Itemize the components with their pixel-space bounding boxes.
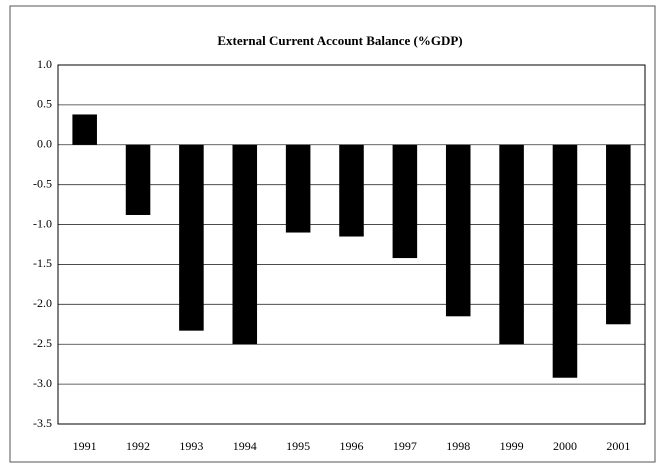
bar [285, 144, 311, 233]
bar [179, 144, 204, 331]
x-tick-label: 2000 [553, 439, 577, 453]
y-tick-label: -2.5 [33, 336, 52, 350]
bar [445, 144, 471, 317]
plot-area [57, 64, 646, 425]
y-tick-label: -1.0 [33, 216, 52, 230]
y-tick-label: -2.0 [33, 296, 52, 310]
bar [232, 144, 258, 345]
y-tick-label: -3.5 [33, 416, 52, 430]
x-tick-label: 1991 [73, 439, 97, 453]
chart-frame [9, 5, 656, 463]
y-tick-label: -0.5 [33, 176, 52, 190]
bar [552, 144, 578, 378]
x-tick-label: 1998 [446, 439, 470, 453]
bar [339, 144, 364, 237]
bar [392, 144, 418, 259]
x-tick-label: 1994 [233, 439, 257, 453]
x-tick-label: 1997 [393, 439, 417, 453]
y-tick-label: 1.0 [37, 57, 52, 71]
y-tick-label: -3.0 [33, 376, 52, 390]
x-tick-label: 1995 [286, 439, 310, 453]
y-tick-label: 0.0 [37, 137, 52, 151]
bar [606, 144, 631, 325]
x-tick-label: 1999 [500, 439, 524, 453]
bar [125, 144, 151, 215]
x-tick-label: 1996 [340, 439, 364, 453]
y-tick-label: -1.5 [33, 256, 52, 270]
bar [72, 114, 97, 145]
x-tick-label: 1992 [126, 439, 150, 453]
bar [499, 144, 524, 345]
x-tick-label: 2001 [606, 439, 630, 453]
chart-title: External Current Account Balance (%GDP) [217, 33, 462, 48]
x-tick-label: 1993 [179, 439, 203, 453]
y-tick-label: 0.5 [37, 97, 52, 111]
